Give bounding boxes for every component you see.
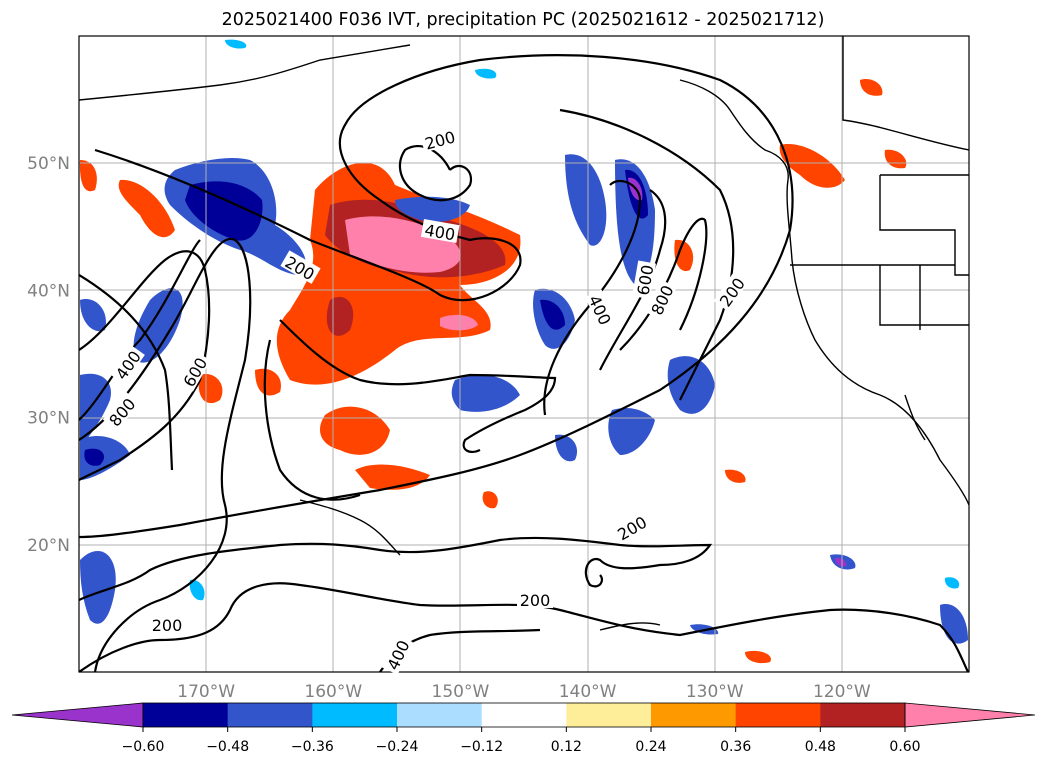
colorbar-segment [397,703,483,727]
colorbar-segment [227,703,313,727]
colorbar-tick-label: −0.60 [122,739,165,755]
colorbar-tick-label: 0.12 [551,739,582,755]
map-background [79,36,969,672]
colorbar-extend-low [11,702,144,728]
colorbar-tick-label: −0.24 [376,739,419,755]
contour-label: 200 [152,616,183,635]
colorbar-segment [651,703,737,727]
colorbar-segment [566,703,652,727]
lon-tick-label: 170°W [177,682,235,702]
colorbar-tick-label: 0.36 [720,739,751,755]
contour-label-bg [420,219,460,244]
contour-label-bg [149,615,185,633]
chart-title: 2025021400 F036 IVT, precipitation PC (2… [222,10,825,30]
colorbar-segment [735,703,821,727]
contour-label-bg [109,344,145,385]
colorbar-segment [481,703,567,727]
colorbar-tick-label: 0.48 [805,739,836,755]
contour-label-bg [585,289,617,330]
lat-tick-label: 20°N [27,536,70,556]
lon-tick-label: 150°W [432,682,490,702]
colorbar-tick-label: 0.24 [635,739,666,755]
colorbar-segment [312,703,398,727]
contour-label-bg [632,260,657,300]
colorbar-segment [143,703,229,727]
contour-label-bg [102,391,140,431]
contour-label-bg [713,271,749,312]
ivt-contours [79,54,969,672]
contour-label-bg [177,351,211,392]
contour-label-bg [381,634,413,675]
lon-tick-label: 140°W [559,682,617,702]
colorbar-tick-label: −0.36 [291,739,334,755]
colorbar-tick-label: −0.48 [206,739,249,755]
coastlines [79,36,969,631]
contour-label-bg [280,250,321,284]
lat-tick-label: 30°N [27,409,70,429]
colorbar-segment [820,703,906,727]
longitude-tick-labels: 170°W 160°W 150°W 140°W 130°W 120°W [177,682,871,702]
colorbar-tick-labels: −0.60 −0.48 −0.36 −0.24 −0.12 0.12 0.24 0.36 0.4… [122,727,921,755]
colorbar [11,702,1036,728]
contour-label-bg [517,590,553,608]
map-frame [78,35,970,673]
colorbar-tick-label: −0.12 [460,739,503,755]
contour-label-bg [611,510,652,544]
contour-label: 200 [520,591,551,610]
lon-tick-label: 120°W [813,682,871,702]
latitude-tick-labels: 20°N 30°N 40°N 50°N [27,154,70,556]
gridlines [79,36,969,672]
colorbar-extend-high [904,702,1036,728]
lon-tick-label: 160°W [304,682,362,702]
contour-label-bg [645,279,677,320]
lat-tick-label: 40°N [27,281,70,301]
colorbar-tick-label: 0.60 [889,739,920,755]
lon-tick-label: 130°W [686,682,744,702]
lat-tick-label: 50°N [27,154,70,174]
colorbar-outline [142,702,906,728]
